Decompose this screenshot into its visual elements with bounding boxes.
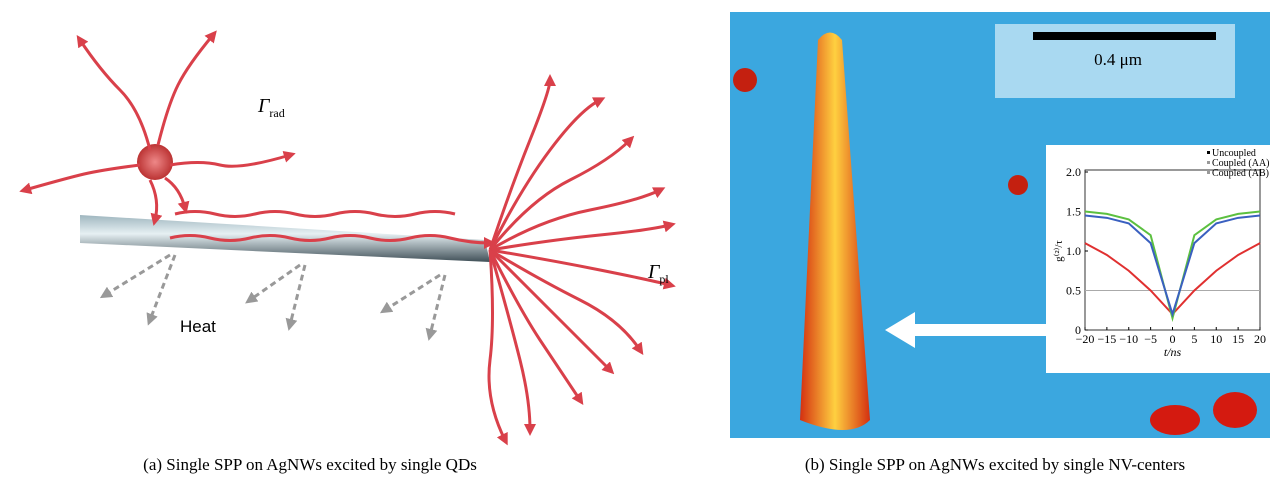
x-tick-label: 0	[1170, 332, 1176, 346]
subscript: rad	[269, 106, 284, 120]
y-label: g⁽²⁾/τ	[1053, 240, 1065, 262]
x-tick-label: 20	[1254, 332, 1266, 346]
particle	[1213, 392, 1257, 428]
caption: (a) Single SPP on AgNWs excited by singl…	[143, 455, 477, 474]
y-tick-label: 0.5	[1066, 284, 1081, 298]
y-tick-label: 1.5	[1066, 205, 1081, 219]
particle	[1150, 405, 1200, 435]
legend-marker	[1207, 161, 1210, 164]
panel-a	[25, 35, 670, 440]
legend-label: Coupled (AB)	[1212, 168, 1269, 179]
x-label: t/ns	[1164, 345, 1182, 359]
x-tick-label: 5	[1191, 332, 1197, 346]
spp-wave	[175, 212, 455, 217]
heat-label: Heat	[180, 317, 216, 336]
subscript: pl	[659, 272, 669, 286]
x-tick-label: 10	[1210, 332, 1222, 346]
scale-label: 0.4 μm	[1094, 50, 1142, 69]
y-tick-label: 1.0	[1066, 244, 1081, 258]
caption: (b) Single SPP on AgNWs excited by singl…	[805, 455, 1185, 474]
figure: Γrad Γpl Heat (a) Single SPP on AgNWs ex…	[0, 0, 1279, 482]
x-tick-label: −10	[1119, 332, 1138, 346]
x-tick-label: −15	[1097, 332, 1116, 346]
particle	[1008, 175, 1028, 195]
nanowire	[80, 215, 490, 262]
heat-arrows	[105, 255, 445, 335]
legend-marker	[1207, 171, 1210, 174]
x-tick-label: −5	[1144, 332, 1157, 346]
panel-b: 0.4 μm	[730, 12, 1270, 438]
x-tick-label: 15	[1232, 332, 1244, 346]
quantum-dot	[137, 144, 173, 180]
gamma-pl: Γpl	[647, 261, 669, 286]
legend-marker	[1207, 151, 1210, 154]
y-tick-label: 2.0	[1066, 165, 1081, 179]
particle	[733, 68, 757, 92]
x-tick-label: −20	[1076, 332, 1095, 346]
scale-bar	[1033, 32, 1216, 40]
gamma-rad: Γrad	[257, 95, 285, 120]
